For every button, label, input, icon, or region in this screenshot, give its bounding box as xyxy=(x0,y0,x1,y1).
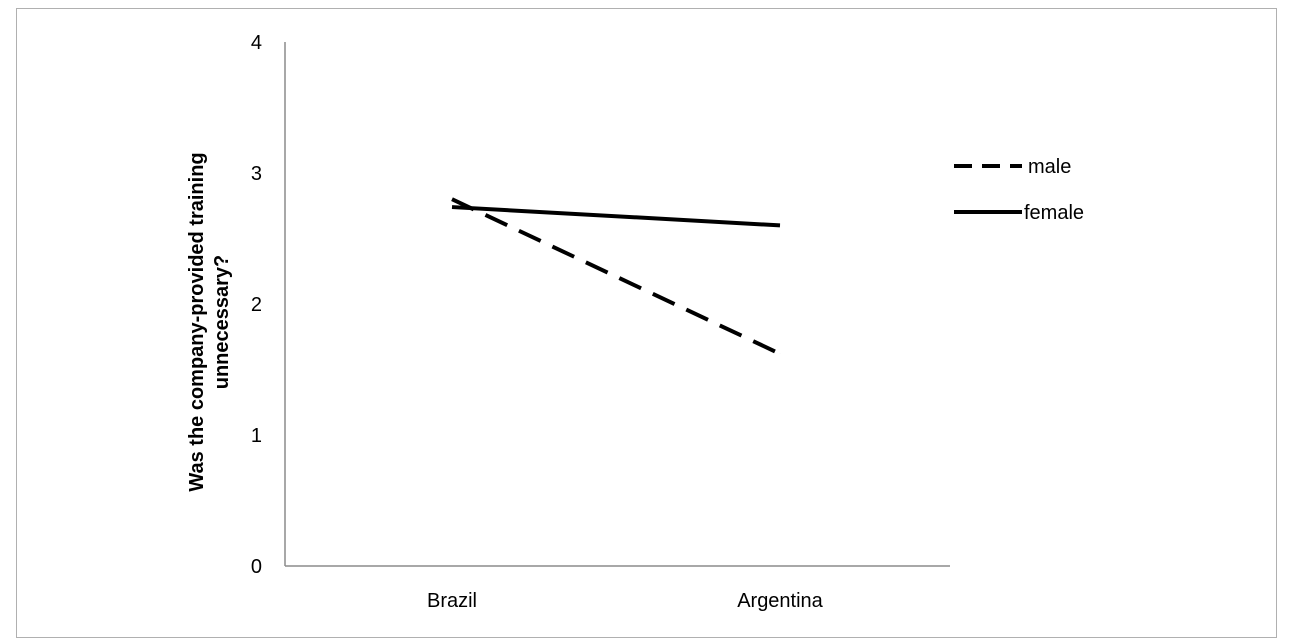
y-tick-labels: 0 1 2 3 4 xyxy=(251,32,262,578)
axes xyxy=(285,42,950,566)
legend-label-female: female xyxy=(1024,202,1084,224)
y-tick-label: 2 xyxy=(251,294,262,316)
y-tick-label: 1 xyxy=(251,425,262,447)
y-tick-label: 3 xyxy=(251,163,262,185)
x-tick-labels: Brazil Argentina xyxy=(427,590,824,612)
y-axis-label-line: unnecessary? xyxy=(211,255,233,390)
series-lines xyxy=(452,199,780,354)
line-chart: 0 1 2 3 4 Brazil Argentina Was the company-pr… xyxy=(0,0,1295,623)
x-tick-label: Argentina xyxy=(737,590,823,612)
y-tick-label: 4 xyxy=(251,32,262,54)
y-axis-label-line: Was the company-provided training xyxy=(186,152,208,491)
y-tick-label: 0 xyxy=(251,556,262,578)
x-tick-label: Brazil xyxy=(427,590,477,612)
legend: male female xyxy=(954,156,1084,224)
legend-label-male: male xyxy=(1028,156,1071,178)
